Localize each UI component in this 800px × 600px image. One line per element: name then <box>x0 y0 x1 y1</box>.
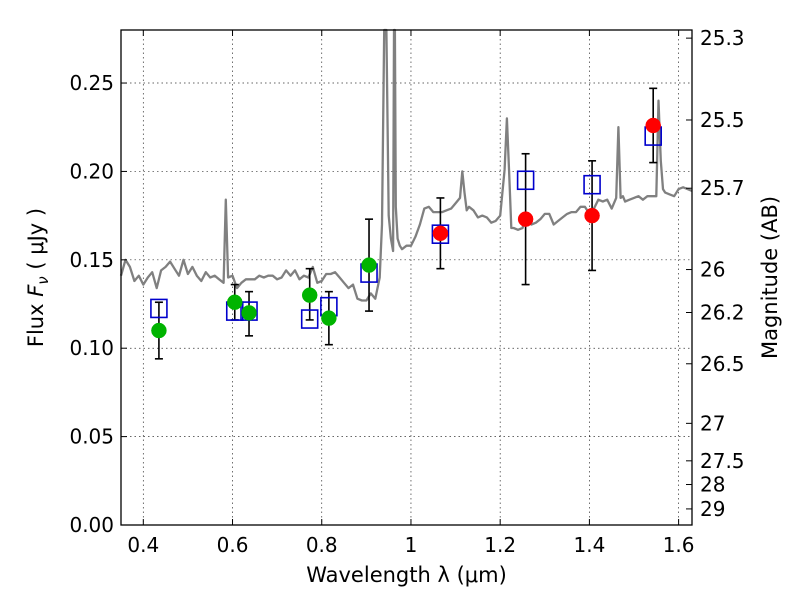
x-tick-label: 1.6 <box>663 533 695 557</box>
y2-tick-label: 29 <box>700 497 725 521</box>
observed-photometry-layer <box>151 117 661 339</box>
model-photometry-point <box>583 174 601 195</box>
y-axis-label: Flux Fν ( μJy ) <box>24 208 52 347</box>
x-tick-label: 1.4 <box>573 533 605 557</box>
y2-tick-label: 26.2 <box>700 301 745 325</box>
optical-data-point <box>361 257 377 273</box>
y2-tick-label: 26 <box>700 258 725 282</box>
y-axis-label-prefix: Flux <box>24 297 48 347</box>
x-tick-label: 1.2 <box>484 533 516 557</box>
nir-data-point <box>432 225 449 242</box>
y2-tick-label: 25.3 <box>700 26 745 50</box>
y2-tick-label: 27.5 <box>700 449 745 473</box>
y-tick-label: 0.20 <box>69 159 114 183</box>
x-axis-label: Wavelength λ (μm) <box>306 563 507 587</box>
x-tick-label: 0.8 <box>306 533 338 557</box>
model-photometry-point <box>300 309 319 329</box>
y2-tick-label: 27 <box>700 411 725 435</box>
optical-data-point <box>301 287 318 303</box>
x-tick-label: 0.6 <box>217 533 249 557</box>
nir-data-point <box>645 117 661 134</box>
y-axis-label-symbol: F <box>24 284 48 297</box>
plot-frame <box>120 29 693 526</box>
optical-data-point <box>321 310 337 326</box>
model-spectrum-line <box>119 28 693 302</box>
model-photometry-point <box>516 170 535 191</box>
y2-tick-label: 25.7 <box>700 176 745 200</box>
y2-axis-label: Magnitude (AB) <box>758 196 782 359</box>
optical-data-point <box>151 322 167 339</box>
y-tick-label: 0.25 <box>69 71 114 95</box>
y2-tick-label: 26.5 <box>700 352 745 376</box>
y2-tick-label: 28 <box>700 473 725 497</box>
nir-data-point <box>584 207 600 224</box>
y-tick-label: 0.05 <box>69 425 114 449</box>
model-photometry-point <box>150 298 168 319</box>
y-axis-label-suffix: ( μJy ) <box>24 208 48 276</box>
y-tick-label: 0.00 <box>69 513 114 537</box>
axis-ticks: 0.4 0.6 0.8 1 1.2 1.4 1.6 0.00 0.05 0.10 0.15 0.20 0… <box>69 26 744 557</box>
x-tick-label: 0.4 <box>127 533 159 557</box>
model-spectrum-layer <box>119 28 693 302</box>
model-photometry-point <box>431 224 450 244</box>
y2-tick-label: 25.5 <box>700 108 745 132</box>
errorbar-layer <box>154 87 658 360</box>
optical-data-point <box>227 294 243 310</box>
nir-data-point <box>517 211 534 227</box>
y-axis-label-subscript: ν <box>34 276 52 284</box>
grid <box>121 30 692 526</box>
optical-data-point <box>241 305 257 321</box>
y-tick-label: 0.10 <box>69 336 114 360</box>
x-tick-label: 1 <box>405 533 418 557</box>
y-tick-label: 0.15 <box>69 248 114 272</box>
